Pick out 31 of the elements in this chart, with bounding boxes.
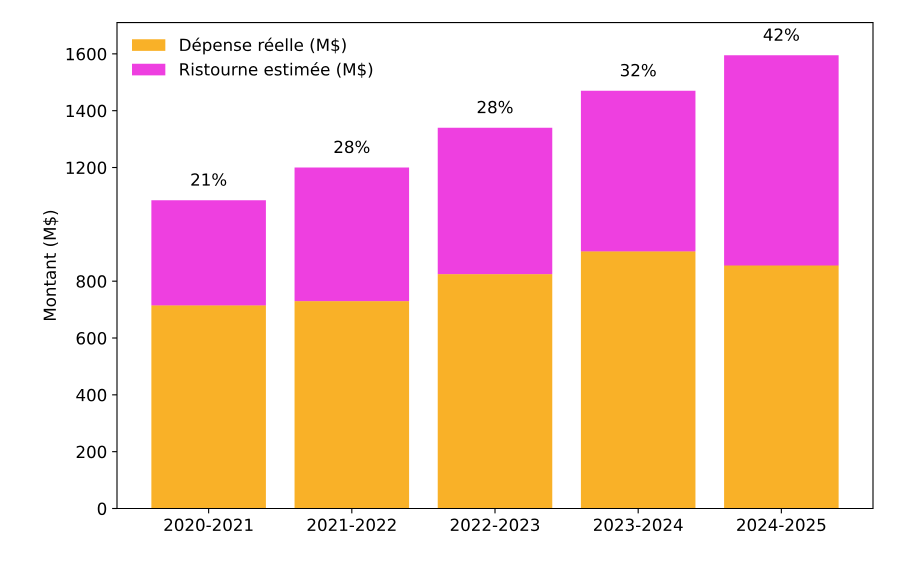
x-tick-label: 2021-2022: [308, 518, 396, 532]
y-tick-label: 1400: [66, 104, 106, 118]
bar: [294, 301, 410, 508]
bar: [294, 168, 410, 302]
annotation: 21%: [191, 173, 226, 186]
bar: [724, 55, 839, 266]
bar: [438, 128, 552, 274]
bar: [151, 200, 266, 306]
x-tick-label: 2022-2023: [450, 518, 540, 532]
x-tick-label: 2023-2024: [594, 518, 683, 532]
y-tick-label: 1200: [66, 161, 106, 174]
bar: [438, 274, 552, 508]
y-tick-label: 600: [76, 332, 106, 345]
legend-label: Ristourne estimée (M$): [180, 62, 372, 78]
y-tick-label: 400: [76, 388, 106, 402]
x-tick-label: 2020-2021: [164, 518, 253, 532]
y-axis-title: Montant (M$): [43, 210, 58, 320]
legend-label: Dépense réelle (M$): [180, 38, 346, 54]
annotation: 32%: [620, 64, 656, 76]
annotation: 28%: [334, 140, 370, 154]
annotation: 42%: [764, 28, 799, 41]
bar: [580, 251, 696, 508]
x-tick-label: 2024-2025: [737, 518, 826, 532]
y-tick-label: 200: [76, 446, 106, 458]
bar: [580, 90, 696, 252]
y-tick-label: 0: [98, 502, 106, 516]
annotation: 28%: [478, 100, 513, 114]
bar: [151, 305, 266, 508]
y-tick-label: 800: [76, 275, 106, 288]
bar: [724, 266, 839, 508]
y-tick-label: 1600: [66, 48, 106, 60]
